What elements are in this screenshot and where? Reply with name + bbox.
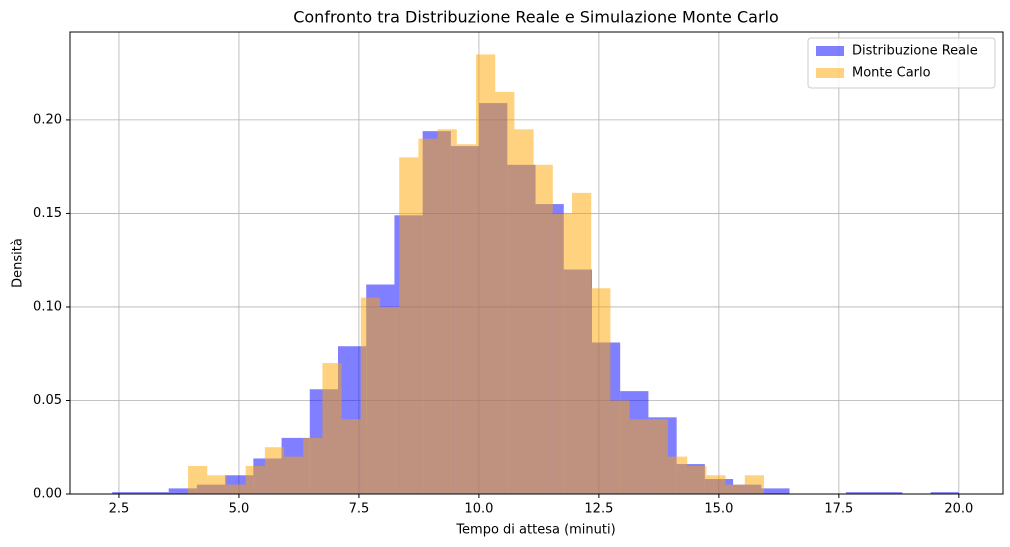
histogram-bar <box>610 400 630 494</box>
y-axis-label: Densità <box>11 238 26 288</box>
histogram-bar <box>245 465 265 494</box>
histogram-bar <box>761 488 790 494</box>
histogram-bar <box>380 306 400 494</box>
plot-frame <box>69 31 1004 495</box>
histogram-bar <box>140 492 169 494</box>
histogram-bar <box>874 492 903 494</box>
histogram-bar <box>687 465 707 494</box>
histogram-bar <box>591 288 611 494</box>
y-tick-label: 0.15 <box>33 206 62 221</box>
histogram-bar <box>629 419 649 494</box>
legend-label: Distribuzione Reale <box>852 44 978 59</box>
x-axis-label: Tempo di attesa (minuti) <box>455 523 615 538</box>
histogram-bar <box>668 456 688 494</box>
x-tick-label: 7.5 <box>349 502 370 517</box>
histogram-bar <box>706 475 726 494</box>
x-tick-label: 5.0 <box>229 502 250 517</box>
histogram-bar <box>360 297 381 494</box>
x-tick-label: 17.5 <box>824 502 853 517</box>
histogram-bar <box>226 484 246 494</box>
histogram-bar <box>264 447 285 494</box>
histogram-bar <box>552 213 573 494</box>
histogram-bar <box>112 492 141 494</box>
histogram-bar <box>284 456 304 494</box>
histogram-bar <box>188 465 208 494</box>
histogram-bar <box>437 129 457 494</box>
histogram-bar <box>303 437 323 494</box>
histogram-bar <box>744 475 764 494</box>
histogram-bar <box>322 363 342 494</box>
legend-box <box>807 37 996 89</box>
legend-swatch <box>816 68 844 78</box>
chart-title: Confronto tra Distribuzione Reale e Simu… <box>293 8 779 27</box>
histogram-bar <box>456 144 477 494</box>
histogram-bar <box>168 488 197 494</box>
histogram-bar <box>930 492 959 494</box>
histogram-bar <box>533 164 553 494</box>
x-tick-label: 20.0 <box>944 502 973 517</box>
x-tick-label: 15.0 <box>704 502 733 517</box>
histogram-bar <box>725 484 745 494</box>
y-tick-label: 0.05 <box>33 393 62 408</box>
histogram-bar <box>476 54 496 494</box>
histogram-bar <box>341 419 361 494</box>
histogram-bar <box>418 138 438 494</box>
histogram-bar <box>207 475 227 494</box>
histogram-bar <box>399 157 419 495</box>
legend-label: Monte Carlo <box>852 66 931 81</box>
y-tick-label: 0.00 <box>33 487 62 502</box>
x-tick-label: 10.0 <box>464 502 493 517</box>
histogram-bar <box>514 129 534 494</box>
histogram-bar <box>845 492 875 494</box>
y-tick-label: 0.20 <box>33 112 62 127</box>
y-tick-label: 0.10 <box>33 299 62 314</box>
histogram-bar <box>495 91 515 494</box>
x-tick-label: 12.5 <box>584 502 613 517</box>
histogram-bar <box>648 419 669 494</box>
x-tick-label: 2.5 <box>109 502 130 517</box>
histogram-bar <box>572 192 592 494</box>
legend-swatch <box>816 46 844 56</box>
